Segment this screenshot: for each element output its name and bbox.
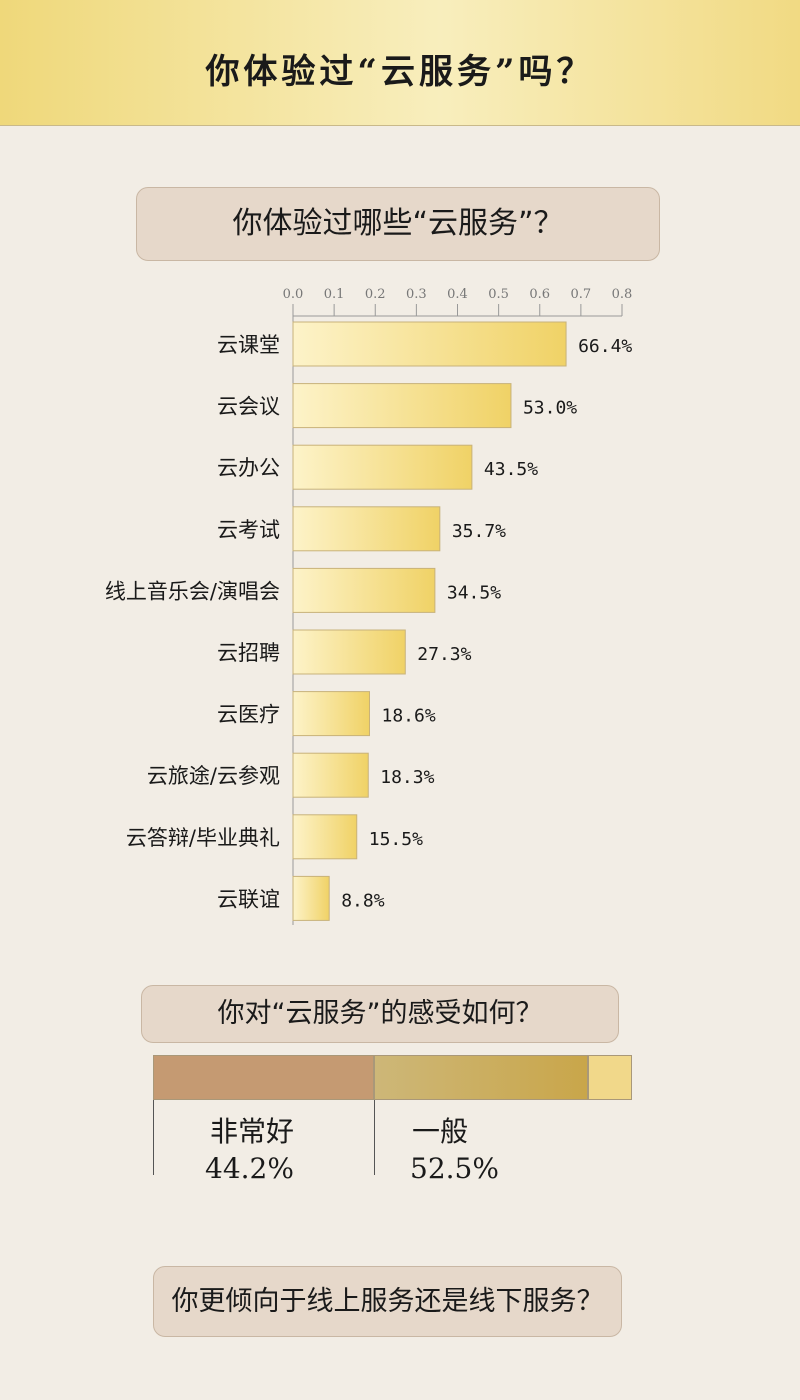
feeling-good-tick	[153, 1100, 154, 1175]
value-label: 18.6%	[381, 706, 435, 727]
value-label: 27.3%	[417, 644, 471, 665]
x-tick-label: 0.4	[447, 287, 468, 302]
value-label: 35.7%	[452, 521, 506, 542]
feeling-good-value: 44.2%	[205, 1152, 294, 1185]
value-label: 66.4%	[578, 336, 632, 357]
category-label: 云医疗	[217, 703, 280, 727]
header-banner: 你体验过“云服务”吗？	[0, 0, 800, 126]
question-1-heading: 你体验过哪些“云服务”？	[136, 187, 660, 261]
x-tick-label: 0.0	[283, 287, 304, 302]
feeling-average-value: 52.5%	[410, 1152, 499, 1185]
x-tick-label: 0.7	[571, 287, 592, 302]
category-label: 云旅途/云参观	[147, 764, 280, 788]
feeling-good-label: 非常好	[210, 1115, 295, 1148]
value-label: 8.8%	[341, 890, 385, 911]
bar	[292, 691, 370, 737]
x-tick-label: 0.1	[324, 287, 345, 302]
services-bar-chart: 0.0 0.1 0.2 0.3 0.4 0.5 0.6 0.7 0.8 云课堂 66.4% 云会议 5…	[105, 287, 633, 925]
value-label: 34.5%	[447, 582, 501, 603]
category-label: 云办公	[217, 456, 280, 480]
bar	[292, 629, 406, 675]
x-tick-label: 0.5	[488, 287, 509, 302]
feeling-average-segment	[374, 1055, 588, 1100]
category-label: 云课堂	[217, 333, 280, 357]
bar	[292, 506, 441, 552]
bar	[292, 814, 358, 860]
x-tick-label: 0.2	[365, 287, 386, 302]
bar	[292, 321, 567, 367]
x-tick-label: 0.8	[612, 287, 633, 302]
category-label: 云招聘	[217, 641, 280, 665]
x-tick-label: 0.6	[529, 287, 550, 302]
bar	[292, 567, 436, 613]
bar	[292, 752, 369, 798]
value-label: 18.3%	[380, 767, 434, 788]
page-title: 你体验过“云服务”吗？	[205, 52, 595, 92]
feeling-other-segment	[588, 1055, 632, 1100]
feeling-average-tick	[374, 1100, 375, 1175]
question-3-heading: 你更倾向于线上服务还是线下服务？	[153, 1266, 622, 1337]
feeling-average-label: 一般	[412, 1115, 469, 1148]
category-label: 云联谊	[217, 887, 280, 911]
category-label: 云答辩/毕业典礼	[126, 826, 280, 850]
category-label: 云会议	[217, 395, 280, 419]
category-label: 线上音乐会/演唱会	[105, 579, 280, 603]
category-label: 云考试	[217, 518, 280, 542]
bar	[292, 383, 512, 429]
value-label: 15.5%	[369, 829, 423, 850]
value-label: 43.5%	[484, 459, 538, 480]
question-2-heading: 你对“云服务”的感受如何？	[141, 985, 619, 1043]
x-tick-label: 0.3	[406, 287, 427, 302]
value-label: 53.0%	[523, 398, 577, 419]
bar	[292, 444, 473, 490]
feeling-good-segment	[153, 1055, 374, 1100]
bar	[292, 875, 330, 921]
